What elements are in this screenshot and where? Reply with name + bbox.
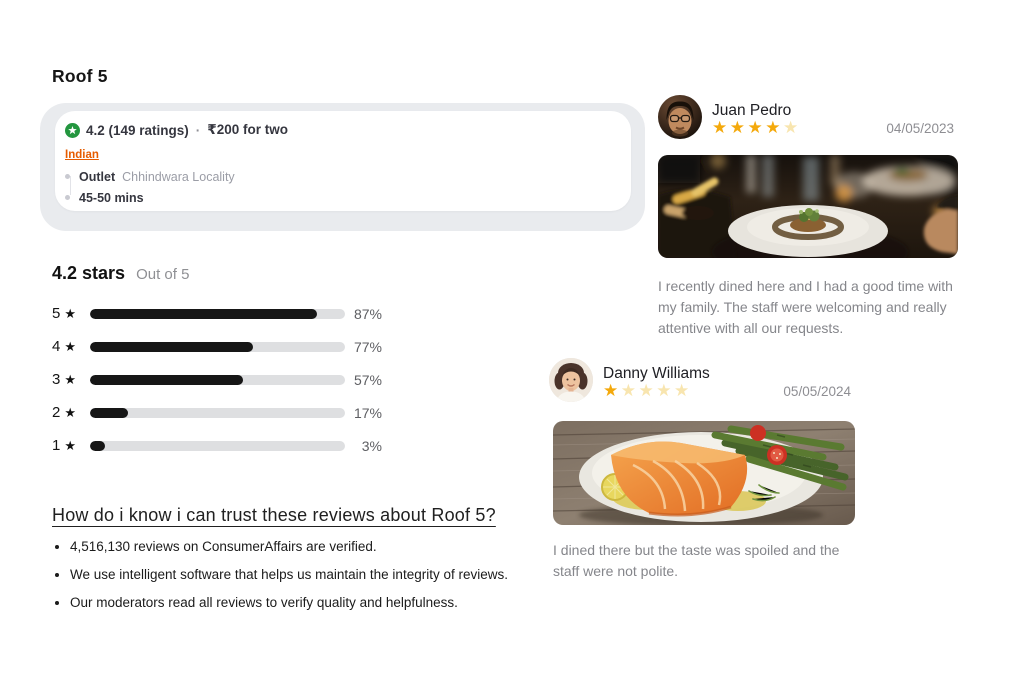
star-empty-icon: ★ [656, 381, 674, 400]
review-date: 05/05/2024 [783, 384, 851, 399]
rating-bar-fill [90, 440, 106, 451]
trust-bullet-list: 4,516,130 reviews on ConsumerAffairs are… [52, 538, 550, 622]
star-count-label: 4 [52, 338, 61, 355]
salmon-plate-photo-illustration [553, 421, 855, 525]
ratings-summary: 4.2 stars Out of 5 [52, 263, 189, 284]
rating-percent-label: 17% [353, 404, 382, 421]
trust-bullet: Our moderators read all reviews to verif… [70, 594, 550, 611]
cuisine-link[interactable]: Indian [65, 149, 99, 161]
outlet-row: Outlet Chhindwara Locality [65, 166, 235, 187]
reviewer-name: Juan Pedro [712, 102, 792, 119]
review-card: Juan Pedro ★★★★★ 04/05/2023 [658, 95, 958, 360]
star-empty-icon: ★ [638, 381, 657, 400]
avatar [549, 358, 593, 402]
outlet-area: Chhindwara Locality [122, 169, 235, 184]
rating-bar-track [90, 341, 345, 352]
timeline-line [69, 176, 71, 195]
restaurant-card-shadow: 4.2 (149 ratings) · ₹200 for two Indian … [40, 103, 645, 231]
review-text: I dined there but the taste was spoiled … [553, 542, 840, 579]
rating-percent-label: 3% [361, 437, 382, 454]
star-filled-icon: ★ [729, 118, 748, 137]
rating-bar-track [90, 308, 345, 319]
star-icon: ★ [64, 405, 76, 420]
page-title: Roof 5 [52, 66, 108, 86]
star-icon: ★ [64, 372, 76, 387]
timeline-dot [65, 174, 70, 179]
trust-heading-link[interactable]: How do i know i can trust these reviews … [52, 505, 496, 525]
trust-bullet: 4,516,130 reviews on ConsumerAffairs are… [70, 538, 550, 555]
rating-bar-track [90, 440, 345, 451]
timeline-dot [65, 195, 70, 200]
avatar-juan-pedro-illustration [658, 95, 702, 139]
cost-for-two: ₹200 for two [207, 122, 288, 137]
star-filled-icon: ★ [712, 118, 730, 137]
rating-percent-label: 87% [353, 305, 382, 322]
rating-text: 4.2 (149 ratings) [86, 122, 189, 138]
rating-percent-label: 77% [353, 338, 382, 355]
rating-star-badge-icon [65, 122, 80, 138]
avatar-danny-williams-illustration [549, 358, 593, 402]
review-photo [658, 155, 958, 258]
review-star-rating: ★★★★★ [603, 382, 692, 399]
restaurant-card: 4.2 (149 ratings) · ₹200 for two Indian … [55, 111, 631, 211]
star-count-label: 5 [52, 305, 61, 322]
rating-histogram-row: 2 ★ 17% [52, 396, 384, 429]
star-count-label: 3 [52, 371, 61, 388]
star-empty-icon: ★ [783, 118, 801, 137]
rating-row: 4.2 (149 ratings) · ₹200 for two [65, 122, 288, 138]
star-empty-icon: ★ [674, 381, 692, 400]
star-icon: ★ [64, 306, 76, 321]
review-star-rating: ★★★★★ [712, 119, 801, 136]
delivery-time: 45-50 mins [79, 190, 144, 205]
rating-percent-label: 57% [353, 371, 382, 388]
rating-bar-fill [90, 308, 317, 319]
outlet-timeline: Outlet Chhindwara Locality 45-50 mins [65, 166, 235, 208]
star-icon: ★ [64, 438, 76, 453]
reviewer-name: Danny Williams [603, 365, 710, 382]
restaurant-dinner-photo-illustration [658, 155, 958, 258]
review-card: Danny Williams ★★★★★ 05/05/2024 [549, 358, 855, 608]
ratings-score: 4.2 stars [52, 263, 126, 283]
delivery-time-row: 45-50 mins [65, 187, 235, 208]
star-empty-icon: ★ [620, 381, 639, 400]
star-filled-icon: ★ [765, 118, 783, 137]
review-photo [553, 421, 855, 525]
rating-histogram-row: 1 ★ 3% [52, 429, 384, 462]
star-count-label: 2 [52, 404, 61, 421]
rating-bar-fill [90, 374, 243, 385]
ratings-out-of: Out of 5 [136, 266, 190, 283]
dot-separator: · [195, 122, 201, 138]
avatar [658, 95, 702, 139]
rating-bar-fill [90, 407, 129, 418]
rating-histogram-row: 4 ★ 77% [52, 330, 384, 363]
rating-bar-track [90, 374, 345, 385]
rating-bar-track [90, 407, 345, 418]
outlet-label: Outlet [79, 169, 116, 184]
review-date: 04/05/2023 [886, 121, 954, 136]
rating-histogram-row: 5 ★ 87% [52, 297, 384, 330]
star-filled-icon: ★ [747, 118, 766, 137]
rating-histogram-row: 3 ★ 57% [52, 363, 384, 396]
rating-histogram: 5 ★ 87% 4 ★ 77% 3 ★ [52, 297, 384, 462]
rating-bar-fill [90, 341, 254, 352]
review-text: I recently dined here and I had a good t… [658, 278, 953, 336]
star-filled-icon: ★ [603, 381, 621, 400]
trust-bullet: We use intelligent software that helps u… [70, 566, 550, 583]
star-icon: ★ [64, 339, 76, 354]
star-count-label: 1 [52, 437, 61, 454]
